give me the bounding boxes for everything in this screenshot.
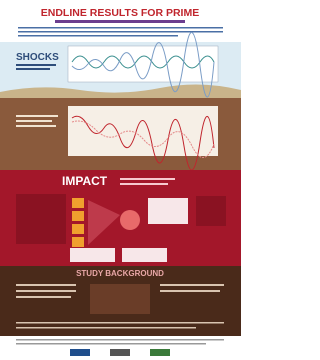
badge [72,237,84,247]
text-line [120,183,168,185]
illustration [196,196,226,226]
subtitle-bar [55,20,185,23]
section-title: STUDY BACKGROUND [76,269,164,278]
hub [120,210,140,230]
text-line [16,327,196,329]
logo [110,349,130,356]
poster: ENDLINE RESULTS FOR PRIME SHOCKS IMPACT … [0,0,241,360]
intro-line [18,35,178,37]
text-line [16,290,76,292]
text-line [16,284,76,286]
logo [70,349,90,356]
chart-box [68,106,218,156]
text-line [160,284,224,286]
section-title: SHOCKS [16,52,59,63]
logo [150,349,170,356]
badge [72,224,84,234]
text-line [160,290,220,292]
panel [148,198,188,224]
badge [72,198,84,208]
footnote-line [16,343,206,345]
text-line [120,178,175,180]
text-line [16,64,56,66]
page: ENDLINE RESULTS FOR PRIME SHOCKS IMPACT … [0,0,241,360]
chart-box [68,46,218,82]
text-line [16,120,52,122]
text-line [16,125,56,127]
mini-chart [122,248,167,262]
text-line [16,115,58,117]
text-line [16,68,50,70]
intro-line [18,27,223,29]
text-line [16,296,71,298]
title: ENDLINE RESULTS FOR PRIME [41,7,199,19]
text-line [16,322,224,324]
section-title: IMPACT [62,174,108,188]
panel [16,194,66,244]
badge [72,211,84,221]
panel [90,284,150,314]
mini-chart [70,248,115,262]
footnote-line [16,339,224,341]
